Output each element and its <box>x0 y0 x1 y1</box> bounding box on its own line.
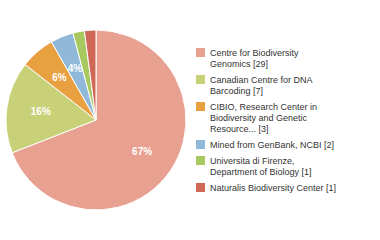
legend-swatch <box>196 102 205 111</box>
pie-slice <box>84 30 96 120</box>
legend-swatch <box>196 75 205 84</box>
pie <box>6 30 186 210</box>
legend-swatch <box>196 183 205 192</box>
legend-label-line: Biodiversity and Genetic <box>210 113 308 123</box>
data-label: 67% <box>132 146 152 157</box>
legend-item: Naturalis Biodiversity Center [1] <box>196 183 336 193</box>
legend-label-line: Barcoding [7] <box>210 86 263 96</box>
legend-label: CIBIO, Research Center inBiodiversity an… <box>210 102 317 134</box>
legend-label: Naturalis Biodiversity Center [1] <box>210 183 336 193</box>
legend-item: CIBIO, Research Center inBiodiversity an… <box>196 102 317 134</box>
legend-label: Canadian Centre for DNABarcoding [7] <box>210 75 313 96</box>
pie-slice <box>73 31 96 120</box>
legend-label-line: Universita di Firenze, <box>210 156 295 166</box>
legend-label-line: Department of Biology [1] <box>210 167 312 177</box>
legend-label: Centre for BiodiversityGenomics [29] <box>210 48 299 69</box>
legend-swatch <box>196 156 205 165</box>
legend-label: Universita di Firenze,Department of Biol… <box>210 156 312 177</box>
legend-swatch <box>196 48 205 57</box>
legend-label-line: Mined from GenBank, NCBI [2] <box>210 140 334 150</box>
chart: 67% 16% 6%4% Centre for BiodiversityGenomic… <box>0 0 380 240</box>
data-labels: 67% 16% 6%4% <box>31 63 152 157</box>
data-label: 16% <box>31 106 51 117</box>
legend-label-line: Canadian Centre for DNA <box>210 75 313 85</box>
legend-item: Universita di Firenze,Department of Biol… <box>196 156 312 177</box>
legend-label-line: Naturalis Biodiversity Center [1] <box>210 183 336 193</box>
legend: Centre for BiodiversityGenomics [29] Cana… <box>196 48 336 193</box>
legend-item: Canadian Centre for DNABarcoding [7] <box>196 75 313 96</box>
legend-label-line: Centre for Biodiversity <box>210 48 299 58</box>
legend-label-line: Genomics [29] <box>210 59 268 69</box>
legend-label-line: Resource... [3] <box>210 124 269 134</box>
legend-swatch <box>196 140 205 149</box>
legend-label: Mined from GenBank, NCBI [2] <box>210 140 334 150</box>
legend-item: Centre for BiodiversityGenomics [29] <box>196 48 299 69</box>
data-label: 6% <box>52 72 67 83</box>
data-label: 4% <box>68 63 83 74</box>
legend-label-line: CIBIO, Research Center in <box>210 102 317 112</box>
legend-item: Mined from GenBank, NCBI [2] <box>196 140 334 150</box>
